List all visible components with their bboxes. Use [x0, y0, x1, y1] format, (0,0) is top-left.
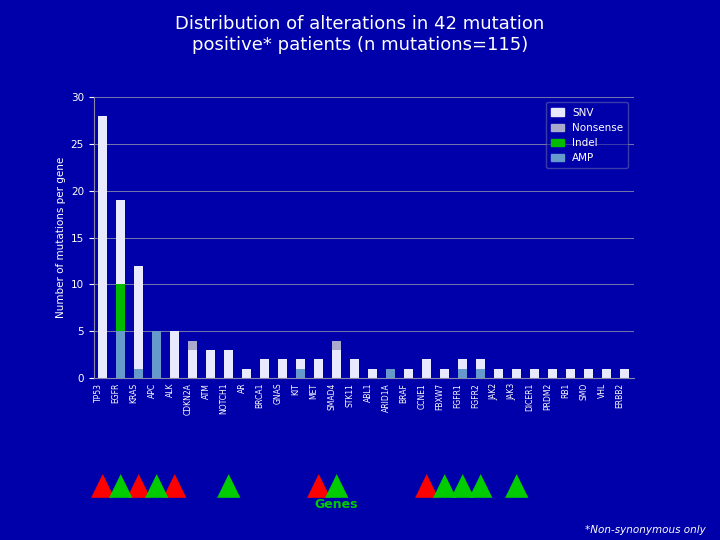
Text: ▲: ▲ — [325, 471, 348, 501]
Bar — [404, 369, 413, 378]
Text: ▲: ▲ — [91, 471, 114, 501]
Legend: SNV, Nonsense, Indel, AMP: SNV, Nonsense, Indel, AMP — [546, 103, 629, 168]
Bar — [530, 369, 539, 378]
Bar — [224, 350, 233, 378]
Bar — [458, 369, 467, 378]
Bar — [566, 369, 575, 378]
Bar — [368, 369, 377, 378]
Bar — [422, 359, 431, 378]
Bar — [476, 369, 485, 378]
Bar — [242, 369, 251, 378]
Text: ▲: ▲ — [415, 471, 438, 501]
Bar — [278, 359, 287, 378]
Bar — [386, 369, 395, 378]
Bar — [134, 266, 143, 378]
Text: ▲: ▲ — [505, 471, 528, 501]
Bar — [620, 369, 629, 378]
Text: Genes: Genes — [315, 498, 359, 511]
Bar — [386, 369, 395, 378]
Bar — [116, 200, 125, 378]
Bar — [152, 350, 161, 378]
Bar — [602, 369, 611, 378]
Text: ▲: ▲ — [469, 471, 492, 501]
Bar — [584, 369, 593, 378]
Text: ▲: ▲ — [127, 471, 150, 501]
Bar — [314, 359, 323, 378]
Text: Distribution of alterations in 42 mutation
positive* patients (n mutations=115): Distribution of alterations in 42 mutati… — [176, 15, 544, 54]
Bar — [116, 285, 125, 378]
Y-axis label: Number of mutations per gene: Number of mutations per gene — [56, 157, 66, 318]
Bar — [296, 369, 305, 378]
Bar — [116, 331, 125, 378]
Bar — [440, 369, 449, 378]
Bar — [548, 369, 557, 378]
Bar — [458, 359, 467, 378]
Bar — [170, 331, 179, 378]
Bar — [152, 331, 161, 378]
Text: ▲: ▲ — [145, 471, 168, 501]
Text: *Non-synonymous only: *Non-synonymous only — [585, 524, 706, 535]
Bar — [206, 350, 215, 378]
Text: ▲: ▲ — [109, 471, 132, 501]
Bar — [332, 341, 341, 350]
Text: ▲: ▲ — [433, 471, 456, 501]
Text: ▲: ▲ — [307, 471, 330, 501]
Bar — [296, 359, 305, 378]
Text: ▲: ▲ — [163, 471, 186, 501]
Bar — [188, 341, 197, 350]
Bar — [188, 350, 197, 378]
Bar — [260, 359, 269, 378]
Text: ▲: ▲ — [451, 471, 474, 501]
Bar — [98, 116, 107, 378]
Bar — [476, 359, 485, 378]
Bar — [332, 350, 341, 378]
Bar — [494, 369, 503, 378]
Bar — [134, 369, 143, 378]
Bar — [350, 359, 359, 378]
Text: ▲: ▲ — [217, 471, 240, 501]
Bar — [512, 369, 521, 378]
